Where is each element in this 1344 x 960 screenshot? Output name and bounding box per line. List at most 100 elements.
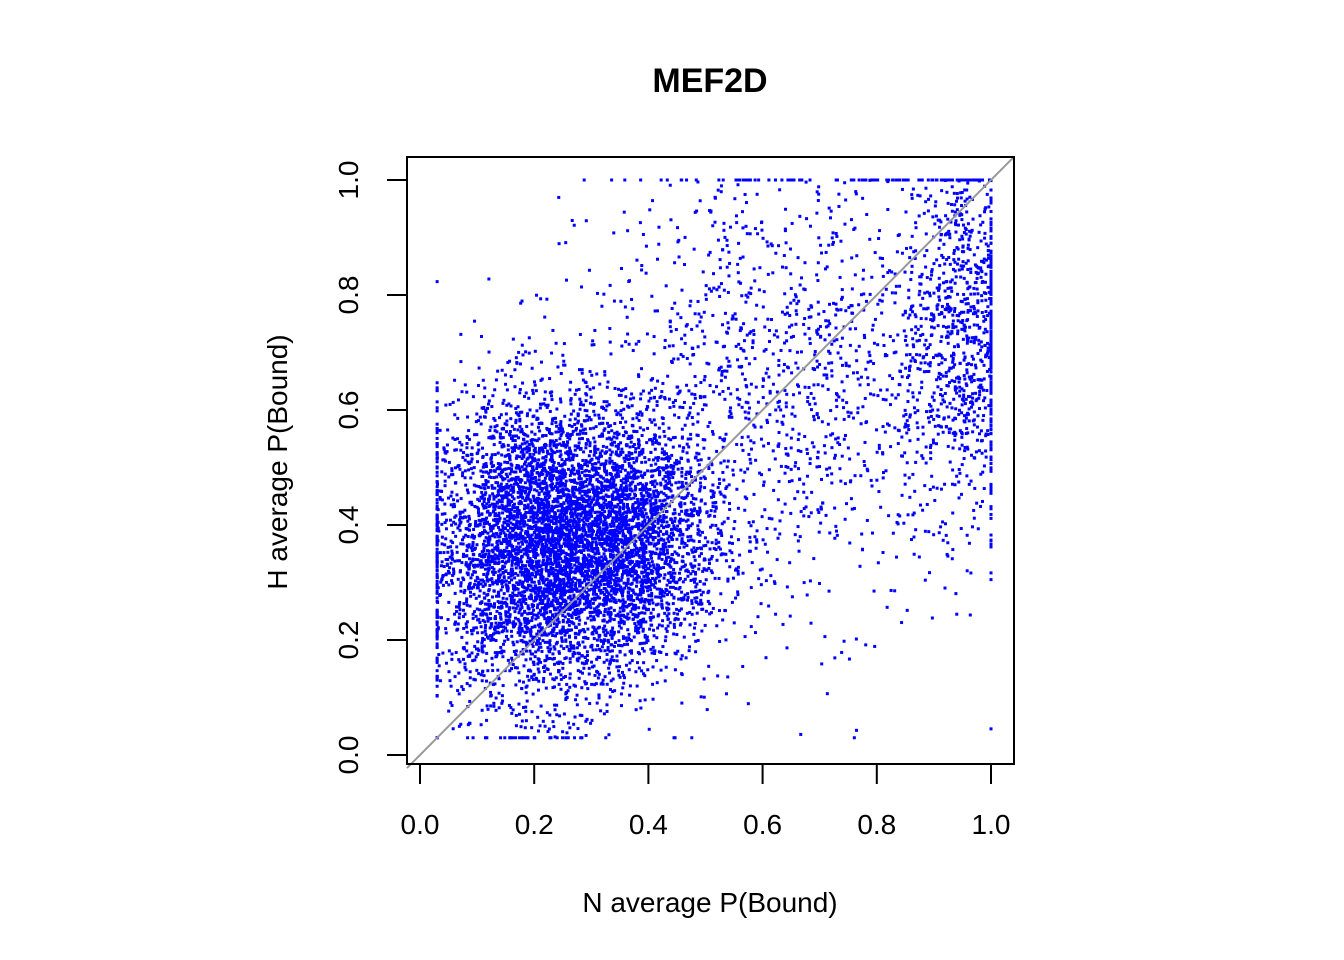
scatter-point <box>448 566 452 570</box>
scatter-point <box>450 549 454 553</box>
scatter-point <box>602 630 606 634</box>
scatter-point <box>501 401 505 405</box>
scatter-point <box>562 342 566 346</box>
scatter-point <box>530 573 534 577</box>
scatter-point <box>547 530 551 534</box>
scatter-point <box>493 418 497 422</box>
scatter-point <box>455 545 459 549</box>
scatter-point <box>435 456 439 460</box>
scatter-point <box>605 658 609 662</box>
scatter-point <box>558 660 562 664</box>
scatter-point <box>522 573 526 577</box>
scatter-point <box>504 485 508 489</box>
scatter-point <box>514 515 518 519</box>
scatter-point <box>505 586 509 590</box>
scatter-point <box>554 518 558 522</box>
scatter-point <box>511 622 515 626</box>
scatter-point <box>500 500 504 504</box>
scatter-point <box>631 525 635 529</box>
scatter-point <box>585 650 589 654</box>
scatter-point <box>490 486 494 490</box>
scatter-point <box>516 587 520 591</box>
scatter-point <box>466 415 470 419</box>
scatter-point <box>538 595 542 599</box>
scatter-point <box>640 669 644 673</box>
scatter-point <box>565 691 569 695</box>
scatter-point <box>493 625 497 629</box>
scatter-point <box>468 501 472 505</box>
scatter-point <box>435 489 439 493</box>
scatter-point <box>568 590 572 594</box>
scatter-point <box>633 542 637 546</box>
scatter-point <box>548 643 552 647</box>
scatter-point <box>565 565 569 569</box>
scatter-point <box>569 525 573 529</box>
scatter-point <box>625 558 629 562</box>
scatter-point <box>480 406 484 410</box>
scatter-point <box>541 549 545 553</box>
scatter-point <box>553 634 557 638</box>
scatter-point <box>580 714 584 718</box>
scatter-point <box>469 576 473 580</box>
scatter-point <box>471 612 475 616</box>
scatter-point <box>537 591 541 595</box>
scatter-point <box>435 637 439 641</box>
scatter-point <box>511 736 515 740</box>
scatter-point <box>453 448 457 452</box>
scatter-point <box>475 543 479 547</box>
scatter-point <box>454 534 458 538</box>
scatter-point <box>558 631 562 635</box>
scatter-point <box>546 515 550 519</box>
scatter-point <box>562 551 566 555</box>
scatter-point <box>556 598 560 602</box>
scatter-point <box>480 334 484 338</box>
scatter-point <box>602 520 606 524</box>
scatter-point <box>540 462 544 466</box>
scatter-point <box>512 598 516 602</box>
scatter-point <box>438 495 442 499</box>
scatter-point <box>561 353 565 357</box>
scatter-point <box>506 507 510 511</box>
scatter-point <box>521 647 525 651</box>
scatter-point <box>494 621 498 625</box>
scatter-point <box>498 516 502 520</box>
scatter-point <box>578 397 582 401</box>
scatter-point <box>518 580 522 584</box>
scatter-point <box>493 605 497 609</box>
scatter-point <box>493 614 497 618</box>
scatter-point <box>585 414 589 418</box>
scatter-point <box>576 414 580 418</box>
scatter-point <box>435 480 439 484</box>
scatter-point <box>522 523 526 527</box>
scatter-point <box>563 633 567 637</box>
scatter-point <box>525 450 529 454</box>
scatter-point <box>534 617 538 621</box>
scatter-point <box>453 378 457 382</box>
scatter-point <box>476 563 480 567</box>
scatter-point <box>621 490 625 494</box>
scatter-point <box>616 453 620 457</box>
scatter-point <box>594 533 598 537</box>
scatter-point <box>563 469 567 473</box>
scatter-point <box>540 489 544 493</box>
scatter-point <box>459 497 463 501</box>
scatter-point <box>502 625 506 629</box>
scatter-point <box>435 565 439 569</box>
scatter-point <box>563 473 567 477</box>
scatter-point <box>508 454 512 458</box>
scatter-point <box>639 623 643 627</box>
scatter-point <box>562 565 566 569</box>
scatter-point <box>551 550 555 554</box>
scatter-point <box>588 588 592 592</box>
scatter-point <box>466 491 470 495</box>
scatter-point <box>606 612 610 616</box>
scatter-point <box>479 469 483 473</box>
scatter-point <box>506 637 510 641</box>
scatter-point <box>545 450 549 454</box>
scatter-point <box>574 636 578 640</box>
scatter-point <box>486 539 490 543</box>
scatter-point <box>493 425 497 429</box>
scatter-point <box>471 542 475 546</box>
scatter-point <box>605 445 609 449</box>
scatter-point <box>528 596 532 600</box>
